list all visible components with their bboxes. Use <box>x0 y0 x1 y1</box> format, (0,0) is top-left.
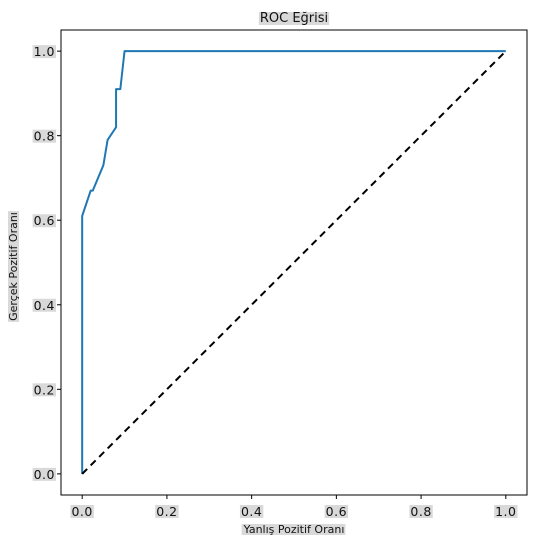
roc-curve-line <box>81 50 506 474</box>
x-tick-label-highlight <box>409 505 433 518</box>
y-axis-label: Gerçek Pozitif Oranı <box>7 212 20 321</box>
y-tick-label: 0.6 <box>34 213 55 228</box>
y-tick-label-highlight <box>32 298 56 312</box>
x-tick-label: 0.4 <box>241 504 262 519</box>
y-tick-label-highlight <box>32 214 56 228</box>
y-tick-label: 1.0 <box>34 44 55 59</box>
y-tick-label: 0.0 <box>34 467 55 482</box>
x-axis-ticks: 0.0 0.2 0.4 0.6 0.8 1.0 <box>70 495 518 519</box>
x-axis-label: Yanlış Pozitif Oranı <box>243 523 345 536</box>
x-tick-label-highlight <box>494 505 518 518</box>
x-tick-label-highlight <box>324 505 349 518</box>
y-axis-ticks: 0.0 0.2 0.4 0.6 0.8 1.0 <box>32 44 61 482</box>
random-classifier-diagonal-line <box>81 50 507 475</box>
chart-title-highlight <box>258 12 330 25</box>
y-tick-label-highlight <box>32 45 56 59</box>
y-axis-label-group: Gerçek Pozitif Oranı <box>7 211 20 322</box>
y-tick-label-highlight <box>32 383 56 397</box>
plot-area-frame <box>60 29 528 496</box>
y-tick-label-highlight <box>32 467 56 481</box>
y-tick-label: 0.8 <box>34 129 55 144</box>
x-tick-label: 0.8 <box>410 504 431 519</box>
x-tick-label: 0.2 <box>156 504 177 519</box>
y-tick-label: 0.2 <box>34 382 55 397</box>
y-axis-label-highlight <box>8 211 19 322</box>
x-tick-label: 0.0 <box>71 504 92 519</box>
series-layer <box>81 50 507 475</box>
y-tick-label-highlight <box>32 129 56 143</box>
chart-title: ROC Eğrisi <box>260 11 328 26</box>
x-axis-label-group: Yanlış Pozitif Oranı <box>241 523 346 536</box>
x-axis-label-highlight <box>241 524 346 535</box>
x-tick-label: 0.6 <box>326 504 347 519</box>
x-tick-label-highlight <box>155 505 179 518</box>
chart-title-group: ROC Eğrisi <box>258 11 330 26</box>
y-tick-label: 0.4 <box>34 298 55 313</box>
x-tick-label: 1.0 <box>495 504 516 519</box>
x-tick-label-highlight <box>70 505 94 518</box>
x-tick-label-highlight <box>239 505 264 518</box>
